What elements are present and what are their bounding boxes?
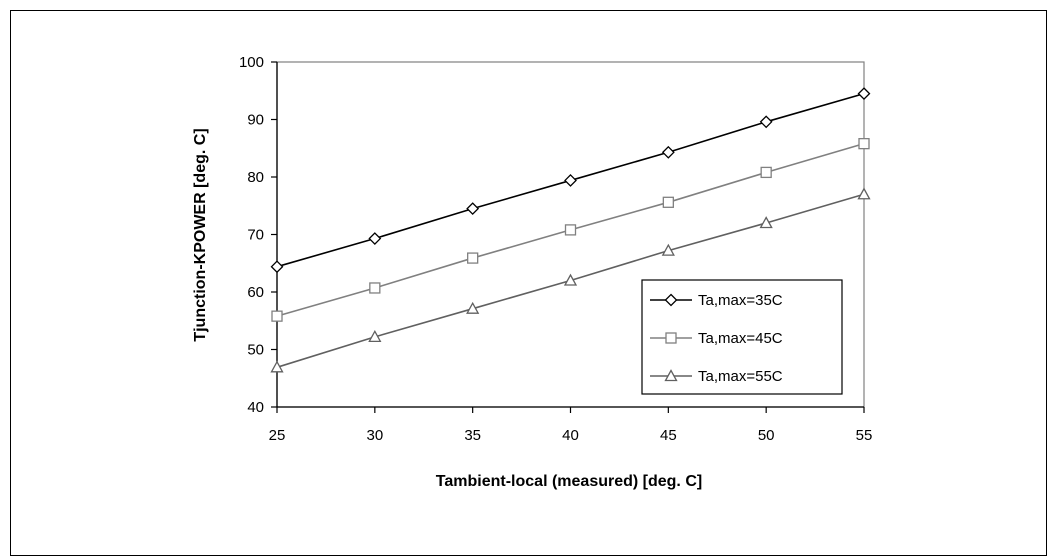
- x-tick-label: 35: [464, 427, 481, 444]
- y-tick-label: 50: [247, 342, 264, 359]
- y-tick-label: 90: [247, 112, 264, 129]
- data-point: [563, 273, 578, 286]
- data-point: [564, 174, 577, 187]
- chart-frame: [10, 10, 1047, 556]
- data-point: [271, 310, 283, 322]
- x-tick-label: 40: [562, 427, 579, 444]
- series-2: [271, 137, 870, 322]
- y-tick-label: 40: [247, 399, 264, 416]
- data-point: [270, 360, 284, 373]
- series-1: [270, 87, 871, 274]
- y-tick-label: 70: [247, 227, 264, 244]
- data-point: [369, 282, 381, 294]
- y-tick-label: 100: [239, 54, 264, 71]
- series-3: [270, 187, 871, 373]
- data-point: [662, 196, 674, 208]
- y-axis-title: Tjunction-KPOWER [deg. C]: [192, 128, 209, 341]
- data-point: [759, 216, 773, 229]
- data-point: [857, 87, 871, 101]
- data-point: [564, 224, 577, 236]
- x-tick-label: 50: [758, 427, 775, 444]
- data-point: [270, 260, 284, 274]
- data-point: [760, 166, 772, 179]
- y-tick-label: 60: [247, 284, 264, 301]
- x-tick-label: 25: [269, 427, 286, 444]
- legend-item: Ta,max=35C: [650, 292, 783, 309]
- data-point: [368, 232, 382, 245]
- legend-label: Ta,max=55C: [698, 368, 783, 385]
- x-axis-title: Tambient-local (measured) [deg. C]: [436, 473, 702, 490]
- legend-marker: [665, 332, 677, 344]
- legend-item: Ta,max=45C: [650, 330, 783, 347]
- data-point: [466, 202, 480, 216]
- data-point: [759, 115, 773, 129]
- legend-marker: [664, 369, 678, 382]
- data-point: [858, 137, 870, 150]
- x-tick-label: 45: [660, 427, 677, 444]
- legend-marker: [664, 293, 678, 307]
- y-tick-label: 80: [247, 169, 264, 186]
- data-point: [857, 187, 871, 200]
- x-tick-label: 30: [366, 427, 383, 444]
- data-point: [661, 243, 675, 256]
- legend-item: Ta,max=55C: [650, 368, 783, 385]
- legend-label: Ta,max=35C: [698, 292, 783, 309]
- legend-label: Ta,max=45C: [698, 330, 783, 347]
- x-tick-label: 55: [856, 427, 873, 444]
- data-point: [466, 301, 480, 314]
- data-point: [661, 145, 675, 159]
- data-point: [368, 330, 382, 343]
- data-point: [467, 252, 479, 264]
